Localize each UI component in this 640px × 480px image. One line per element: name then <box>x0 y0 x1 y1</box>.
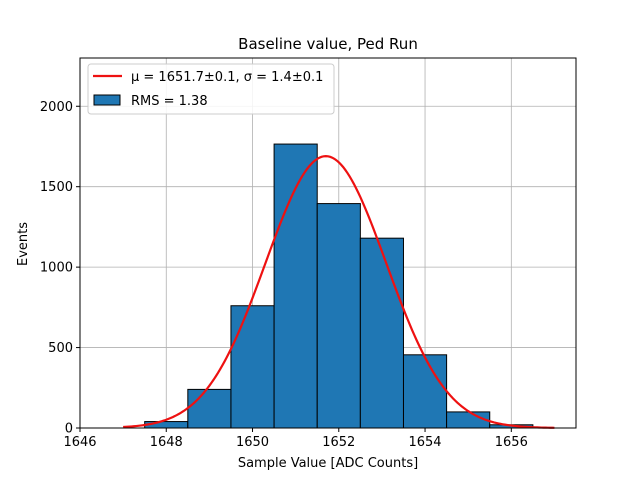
histogram-bars <box>144 143 534 429</box>
x-axis-label: Sample Value [ADC Counts] <box>238 456 418 471</box>
y-tick-label-4: 2000 <box>40 100 73 115</box>
legend-fit-label: μ = 1651.7±0.1, σ = 1.4±0.1 <box>131 70 323 85</box>
chart-title: Baseline value, Ped Run <box>238 35 418 53</box>
legend: μ = 1651.7±0.1, σ = 1.4±0.1 RMS = 1.38 <box>87 63 335 115</box>
histogram-bar <box>273 143 318 429</box>
histogram-bar <box>402 354 448 429</box>
x-tick-label-2: 1650 <box>236 435 269 450</box>
gaussian-fit <box>123 155 555 429</box>
x-tick-label-1: 1648 <box>150 435 183 450</box>
fit-curve <box>123 155 555 429</box>
x-tick-label-5: 1656 <box>495 435 528 450</box>
y-tick-label-3: 1500 <box>40 180 73 195</box>
legend-rms-label: RMS = 1.38 <box>131 94 208 109</box>
legend-box <box>87 63 335 115</box>
histogram-bar <box>316 203 361 429</box>
histogram-bar <box>359 237 404 429</box>
x-tick-label-4: 1654 <box>408 435 441 450</box>
plot-frame <box>79 57 577 429</box>
y-tick-label-2: 1000 <box>40 261 73 276</box>
x-tick-label-0: 1646 <box>63 435 96 450</box>
y-tick-label-0: 0 <box>65 422 73 437</box>
y-axis-ticks: 0 500 1000 1500 2000 <box>40 100 80 437</box>
x-tick-label-3: 1652 <box>322 435 355 450</box>
histogram-bar <box>230 305 275 429</box>
x-axis-ticks: 1646 1648 1650 1652 1654 1656 <box>63 428 528 450</box>
histogram-bar <box>187 388 232 429</box>
legend-bar-swatch <box>93 94 121 106</box>
y-tick-label-1: 500 <box>48 341 73 356</box>
y-axis-label: Events <box>16 222 31 266</box>
